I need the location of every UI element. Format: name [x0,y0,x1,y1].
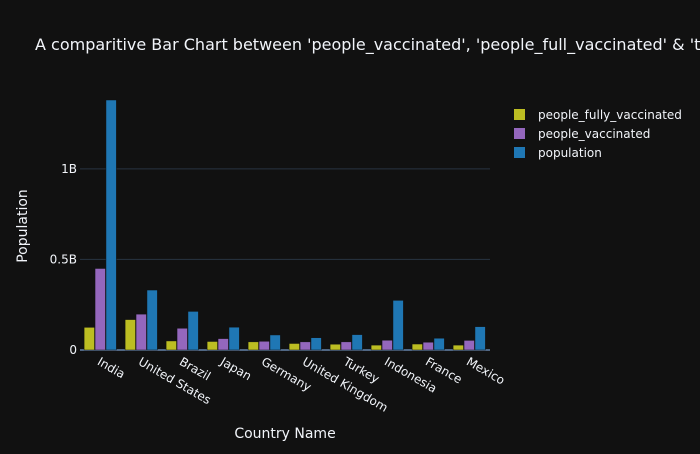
bar-population[interactable] [433,337,445,351]
bar-people-vaccinated[interactable] [299,341,311,351]
bar-people-fully-vaccinated[interactable] [411,343,423,351]
bar-population[interactable] [269,334,281,351]
bar-population[interactable] [228,326,240,351]
y-tick-label: 1B [61,162,77,176]
x-axis-label: Country Name [234,426,335,442]
y-axis-label: Population [15,189,31,263]
bar-people-fully-vaccinated[interactable] [452,344,464,351]
bar-people-fully-vaccinated[interactable] [124,319,136,351]
legend-label[interactable]: people_fully_vaccinated [538,108,682,122]
bar-people-vaccinated[interactable] [422,341,434,351]
legend-swatch[interactable] [514,128,525,139]
bar-people-fully-vaccinated[interactable] [247,341,259,351]
y-tick-label: 0.5B [50,252,77,266]
bar-people-fully-vaccinated[interactable] [329,343,341,351]
bar-people-fully-vaccinated[interactable] [288,343,300,351]
legend-label[interactable]: population [538,146,602,160]
legend[interactable]: people_fully_vaccinated people_vaccinated… [514,108,682,160]
bar-people-fully-vaccinated[interactable] [206,341,218,351]
bar-population[interactable] [146,289,158,351]
bar-population[interactable] [392,300,404,351]
bar-people-vaccinated[interactable] [381,339,393,351]
bar-people-vaccinated[interactable] [258,341,270,351]
legend-label[interactable]: people_vaccinated [538,127,650,141]
bar-people-vaccinated[interactable] [94,268,106,351]
legend-swatch[interactable] [514,109,525,120]
bar-population[interactable] [187,311,199,351]
bar-people-fully-vaccinated[interactable] [165,340,177,351]
bar-people-vaccinated[interactable] [463,340,475,351]
bar-population[interactable] [310,337,322,351]
bar-population[interactable] [474,326,486,351]
y-tick-labels: 0 0.5B 1B [50,162,77,357]
bar-people-vaccinated[interactable] [135,313,147,351]
bars [83,99,486,351]
bar-people-vaccinated[interactable] [340,341,352,351]
bar-people-fully-vaccinated[interactable] [370,344,382,351]
y-tick-label: 0 [69,343,77,357]
bar-people-vaccinated[interactable] [176,328,188,351]
chart-title: A comparitive Bar Chart between 'people_… [35,35,700,55]
bar-population[interactable] [351,334,363,351]
bar-people-vaccinated[interactable] [217,338,229,351]
bar-population[interactable] [105,99,117,351]
legend-swatch[interactable] [514,147,525,158]
bar-people-fully-vaccinated[interactable] [83,327,95,351]
